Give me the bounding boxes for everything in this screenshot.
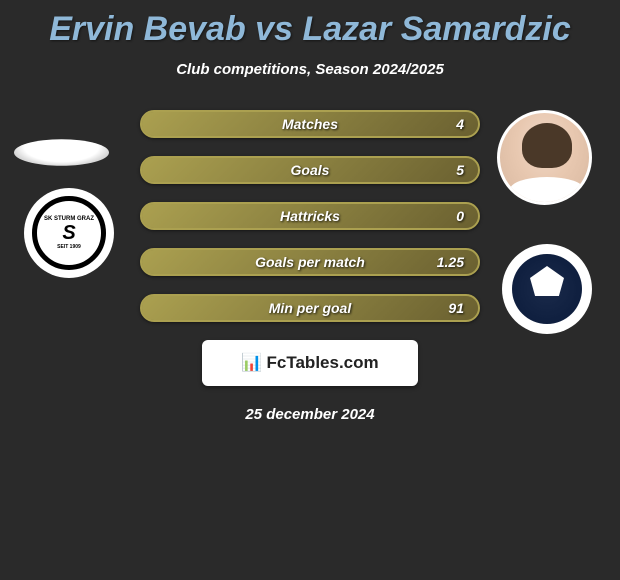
club-left-logo: SK STURM GRAZ S SEIT 1909 (24, 188, 114, 278)
stat-bar: Goals 5 (140, 156, 480, 184)
club-left-inner: SK STURM GRAZ S SEIT 1909 (32, 196, 106, 270)
stat-bar: Min per goal 91 (140, 294, 480, 322)
subtitle: Club competitions, Season 2024/2025 (0, 61, 620, 78)
bar-value: 4 (456, 116, 464, 132)
player-left-photo (14, 139, 109, 166)
comparison-title: Ervin Bevab vs Lazar Samardzic (0, 0, 620, 49)
bar-label: Min per goal (269, 300, 351, 316)
stats-bars: Matches 4 Goals 5 Hattricks 0 Goals per … (140, 110, 480, 322)
club-right-logo (502, 244, 592, 334)
date-text: 25 december 2024 (0, 406, 620, 423)
club-left-year: SEIT 1909 (44, 245, 94, 250)
content-area: SK STURM GRAZ S SEIT 1909 Matches 4 Goal… (0, 110, 620, 423)
player-right-photo (497, 110, 592, 205)
bar-value: 1.25 (437, 254, 464, 270)
bar-label: Goals per match (255, 254, 365, 270)
bar-label: Hattricks (280, 208, 340, 224)
stat-bar: Matches 4 (140, 110, 480, 138)
stat-bar: Hattricks 0 (140, 202, 480, 230)
bar-value: 91 (448, 300, 464, 316)
club-left-letter: S (44, 222, 94, 245)
chart-icon: 📊 (241, 353, 262, 373)
bar-value: 0 (456, 208, 464, 224)
brand-badge: 📊 FcTables.com (202, 340, 418, 386)
brand-text: FcTables.com (267, 353, 379, 373)
bar-value: 5 (456, 162, 464, 178)
bar-label: Matches (282, 116, 338, 132)
bar-label: Goals (291, 162, 330, 178)
stat-bar: Goals per match 1.25 (140, 248, 480, 276)
club-right-inner (512, 254, 582, 324)
